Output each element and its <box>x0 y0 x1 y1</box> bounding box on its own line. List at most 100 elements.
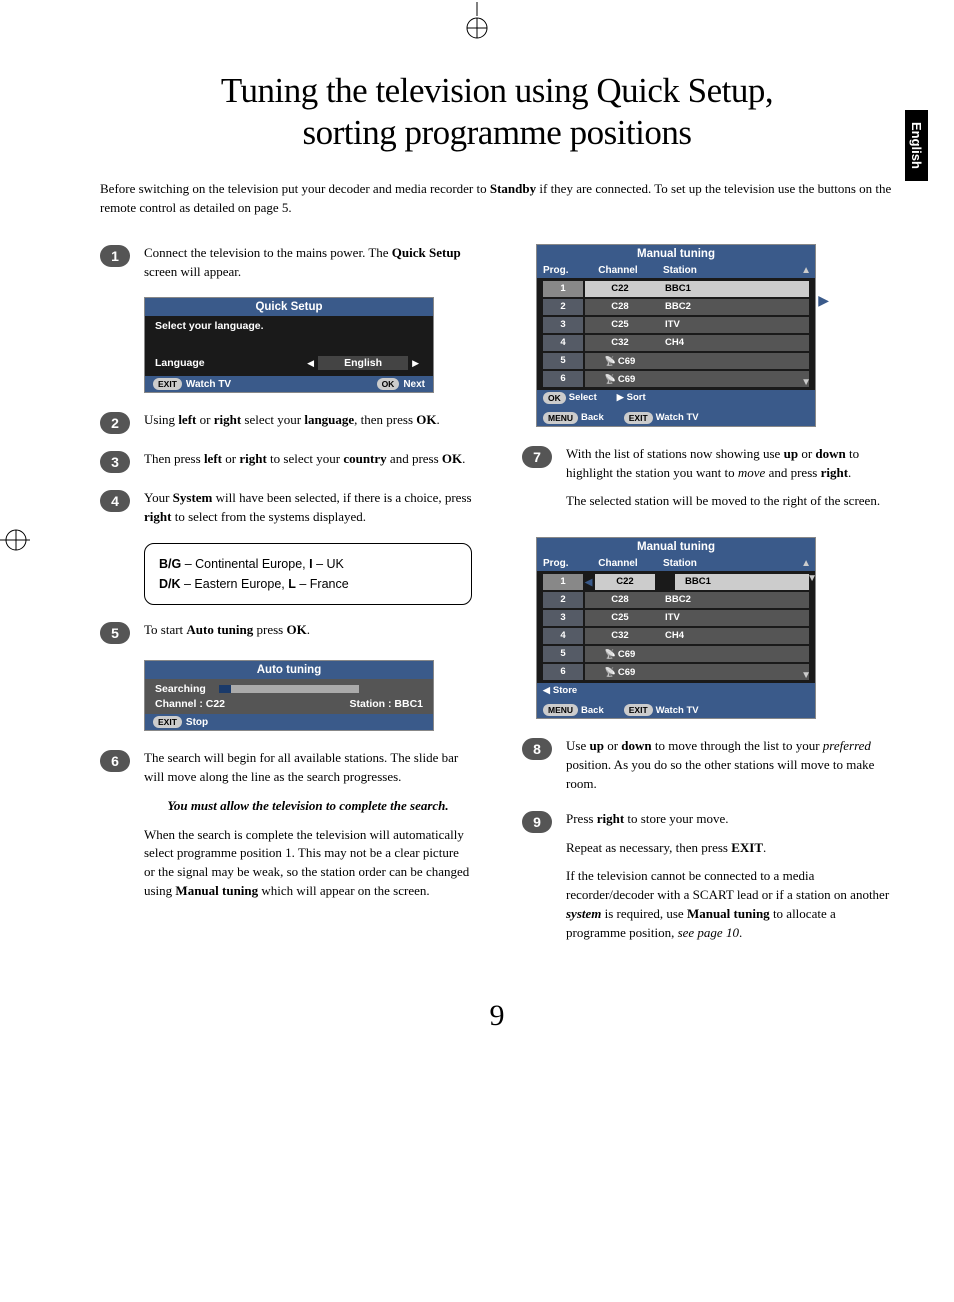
table-row[interactable]: 3C25ITV <box>543 316 809 334</box>
select-right-icon[interactable]: ▶ <box>818 292 829 309</box>
step-2: 2 Using left or right select your langua… <box>100 411 472 434</box>
search-note: You must allow the television to complet… <box>144 797 472 816</box>
crop-mark-top <box>457 2 497 42</box>
left-tri-icon: ◀ <box>543 685 550 696</box>
arrow-right-icon[interactable]: ▶ <box>408 358 423 369</box>
language-label: Language <box>155 357 303 369</box>
step-9-extra-2: If the television cannot be connected to… <box>566 867 894 942</box>
page-number: 9 <box>100 999 894 1033</box>
step-number: 4 <box>100 490 130 512</box>
right-tri-icon: ▶ <box>617 392 624 403</box>
footer-watch: Watch TV <box>656 705 699 716</box>
footer-sort: Sort <box>627 392 646 403</box>
osd-title: Manual tuning <box>537 538 815 556</box>
channel-label: Channel : C22 <box>155 698 350 710</box>
footer-store: Store <box>553 685 577 696</box>
step-number: 3 <box>100 451 130 473</box>
step-6-extra: When the search is complete the televisi… <box>144 826 472 901</box>
step-9-extra-1: Repeat as necessary, then press EXIT. <box>566 839 894 858</box>
scroll-up-icon[interactable]: ▲ <box>801 558 811 569</box>
page-title: Tuning the television using Quick Setup,… <box>100 70 894 154</box>
step-text: Connect the television to the mains powe… <box>144 244 472 282</box>
table-row[interactable]: 5C69 <box>543 352 809 370</box>
step-text: Using left or right select your language… <box>144 411 440 434</box>
system-note-line1: B/G – Continental Europe, I – UK <box>159 554 457 574</box>
right-column: Manual tuning Prog. Channel Station ▲ ▶ … <box>522 244 894 969</box>
table-row[interactable]: 5C69 <box>543 645 809 663</box>
exit-pill[interactable]: EXIT <box>153 378 182 390</box>
table-row[interactable]: 2C28BBC2 <box>543 591 809 609</box>
menu-pill[interactable]: MENU <box>543 704 578 716</box>
language-tab: English <box>905 110 928 181</box>
step-number: 2 <box>100 412 130 434</box>
title-line-2: sorting programme positions <box>303 113 692 152</box>
exit-pill[interactable]: EXIT <box>624 704 653 716</box>
table-row[interactable]: 4C32CH4 <box>543 627 809 645</box>
menu-pill[interactable]: MENU <box>543 412 578 424</box>
scroll-down-icon[interactable]: ▼ <box>801 377 811 388</box>
footer-select: Select <box>569 392 597 403</box>
step-text: With the list of stations now showing us… <box>566 445 894 522</box>
step-number: 5 <box>100 622 130 644</box>
col-channel: Channel <box>583 558 653 569</box>
table-row[interactable]: 4C32CH4 <box>543 334 809 352</box>
progress-bar <box>219 685 359 693</box>
scroll-up-icon[interactable]: ▲ <box>801 265 811 276</box>
scroll-down-icon[interactable]: ▼ <box>807 573 817 584</box>
exit-pill[interactable]: EXIT <box>153 716 182 728</box>
step-number: 9 <box>522 811 552 833</box>
step-number: 7 <box>522 446 552 468</box>
col-station: Station <box>653 558 809 569</box>
ok-pill[interactable]: OK <box>543 392 566 404</box>
table-row[interactable]: 3C25ITV <box>543 609 809 627</box>
footer-next: Next <box>403 379 425 390</box>
auto-tuning-panel: Auto tuning Searching Channel : C22 Stat… <box>144 660 434 731</box>
col-station: Station <box>653 265 809 276</box>
step-text: To start Auto tuning press OK. <box>144 621 310 644</box>
osd-prompt: Select your language. <box>145 316 433 350</box>
step-text: Use up or down to move through the list … <box>566 737 894 794</box>
step-7-extra: The selected station will be moved to th… <box>566 492 894 511</box>
step-5: 5 To start Auto tuning press OK. <box>100 621 472 644</box>
ok-pill[interactable]: OK <box>377 378 400 390</box>
intro-text: Before switching on the television put y… <box>100 180 894 218</box>
language-row[interactable]: Language ◀ English ▶ <box>155 354 423 372</box>
col-channel: Channel <box>583 265 653 276</box>
footer-back: Back <box>581 412 604 423</box>
footer-back: Back <box>581 705 604 716</box>
step-1: 1 Connect the television to the mains po… <box>100 244 472 282</box>
col-prog: Prog. <box>543 558 583 569</box>
system-note-box: B/G – Continental Europe, I – UK D/K – E… <box>144 543 472 605</box>
step-text: Then press left or right to select your … <box>144 450 465 473</box>
table-row[interactable]: 2C28BBC2 <box>543 298 809 316</box>
table-row[interactable]: 6C69 <box>543 663 809 681</box>
osd-title: Quick Setup <box>145 298 433 316</box>
step-6: 6 The search will begin for all availabl… <box>100 749 472 911</box>
col-prog: Prog. <box>543 265 583 276</box>
table-row[interactable]: 6C69 <box>543 370 809 388</box>
arrow-left-icon[interactable]: ◀ <box>303 358 318 369</box>
footer-watch: Watch TV <box>656 412 699 423</box>
osd-footer: EXIT Watch TV OKNext <box>145 376 433 392</box>
scroll-down-icon[interactable]: ▼ <box>801 670 811 681</box>
step-7: 7 With the list of stations now showing … <box>522 445 894 522</box>
manual-tuning-panel-2: Manual tuning Prog. Channel Station ▲ ▼ … <box>536 537 816 719</box>
step-text: The search will begin for all available … <box>144 749 472 911</box>
exit-pill[interactable]: EXIT <box>624 412 653 424</box>
crop-mark-left <box>0 520 30 560</box>
step-9: 9 Press right to store your move. Repeat… <box>522 810 894 953</box>
step-4: 4 Your System will have been selected, i… <box>100 489 472 527</box>
footer-watch-tv: Watch TV <box>186 379 231 390</box>
table-row[interactable]: 1C22BBC1 <box>543 280 809 298</box>
step-number: 6 <box>100 750 130 772</box>
left-column: 1 Connect the television to the mains po… <box>100 244 472 969</box>
step-number: 1 <box>100 245 130 267</box>
osd-title: Auto tuning <box>145 661 433 679</box>
searching-label: Searching <box>155 683 206 695</box>
step-number: 8 <box>522 738 552 760</box>
system-note-line2: D/K – Eastern Europe, L – France <box>159 574 457 594</box>
quick-setup-panel: Quick Setup Select your language. Langua… <box>144 297 434 393</box>
step-text: Your System will have been selected, if … <box>144 489 472 527</box>
table-row[interactable]: 1◀C22BBC1 <box>543 573 809 591</box>
title-line-1: Tuning the television using Quick Setup, <box>221 71 773 110</box>
